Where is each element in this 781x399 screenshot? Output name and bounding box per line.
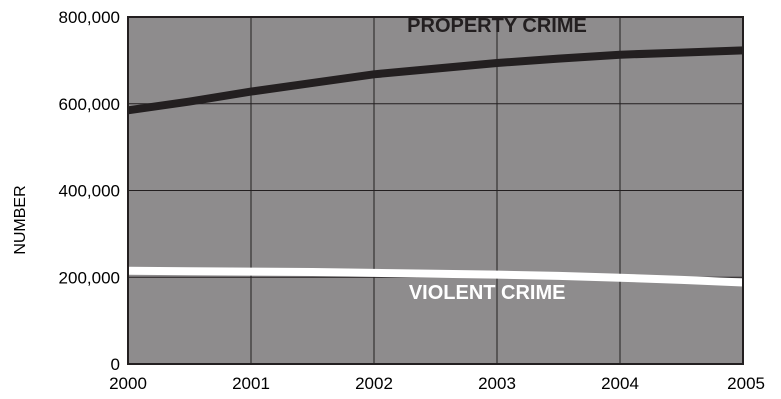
- x-tick-label-2: 2002: [355, 374, 393, 393]
- series-labels: PROPERTY CRIME VIOLENT CRIME: [407, 15, 587, 304]
- y-tick-label-2: 400,000: [59, 182, 120, 201]
- series-label-0: PROPERTY CRIME: [407, 15, 587, 37]
- y-tick-labels: 0 200,000 400,000 600,000 800,000: [59, 8, 120, 374]
- series-line-1: [127, 266, 744, 287]
- y-tick-label-1: 200,000: [59, 268, 120, 287]
- y-tick-label-0: 0: [111, 355, 120, 374]
- y-tick-label-4: 800,000: [59, 8, 120, 27]
- y-tick-label-3: 600,000: [59, 95, 120, 114]
- series-lines: [127, 46, 744, 287]
- plot-border: [127, 16, 744, 365]
- plot-border-group: [127, 16, 744, 365]
- x-tick-label-5: 2005: [727, 374, 765, 393]
- x-tick-label-4: 2004: [601, 374, 639, 393]
- x-tick-label-1: 2001: [232, 374, 270, 393]
- y-axis-label: NUMBER: [12, 185, 29, 254]
- x-tick-label-0: 2000: [109, 374, 147, 393]
- series-line-0: [127, 46, 744, 115]
- series-label-1: VIOLENT CRIME: [409, 282, 566, 304]
- x-tick-labels: 2000 2001 2002 2003 2004 2005: [109, 374, 765, 393]
- x-tick-label-3: 2003: [478, 374, 516, 393]
